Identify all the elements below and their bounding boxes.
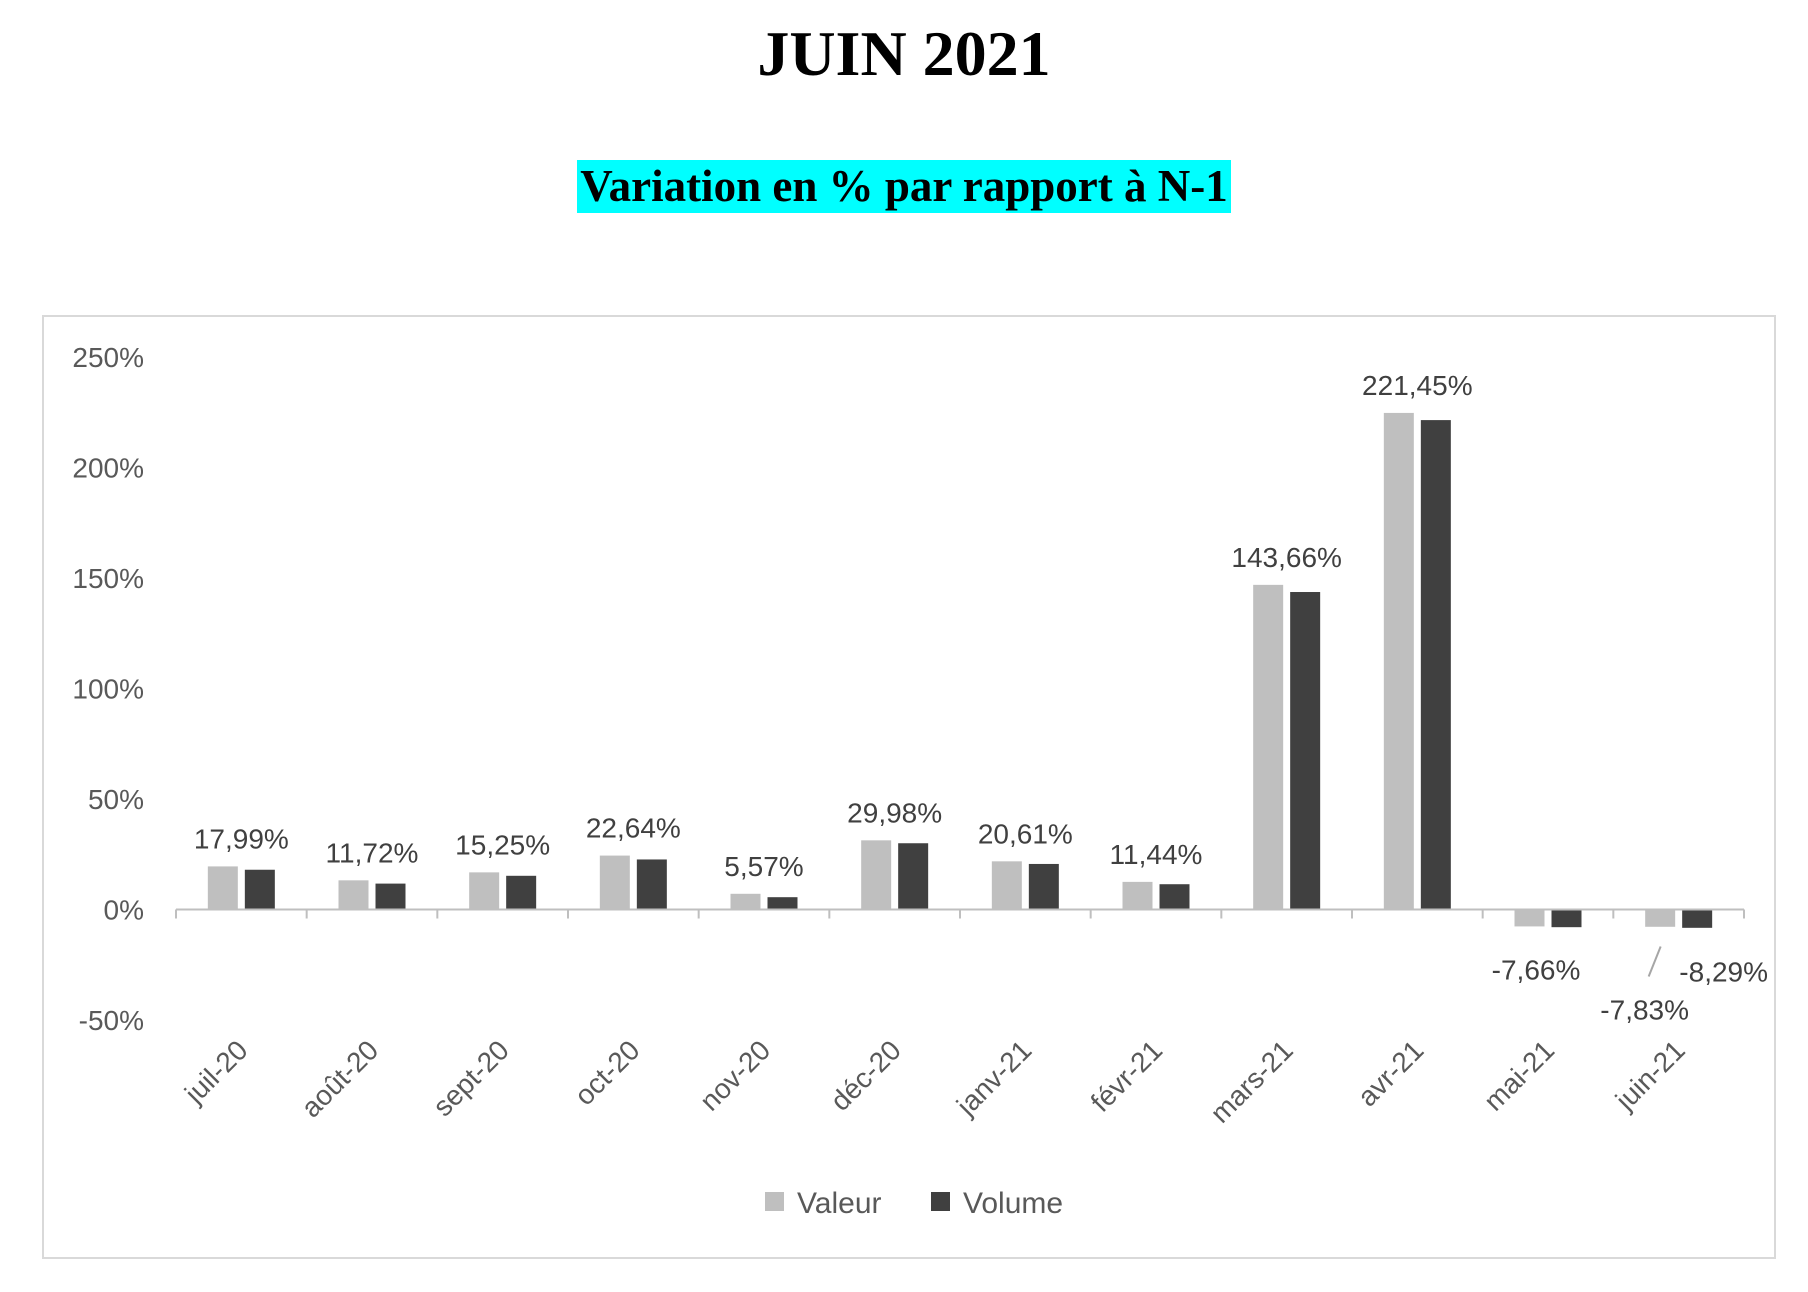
bar-valeur bbox=[469, 872, 500, 910]
bar-valeur bbox=[1253, 584, 1284, 910]
legend-swatch-volume bbox=[931, 1192, 950, 1211]
x-tick-label: janv-21 bbox=[950, 1034, 1038, 1122]
bar-volume bbox=[506, 875, 537, 910]
bar-valeur bbox=[1383, 412, 1414, 910]
data-label: -8,29% bbox=[1679, 957, 1768, 988]
x-tick-label: mars-21 bbox=[1204, 1034, 1299, 1129]
leader-line bbox=[1647, 946, 1662, 977]
data-label: 11,72% bbox=[326, 837, 419, 868]
bar-volume bbox=[1028, 863, 1059, 910]
data-label: 15,25% bbox=[455, 829, 550, 860]
bar-volume bbox=[244, 869, 275, 910]
bar-valeur bbox=[338, 880, 369, 910]
data-label: 11,44% bbox=[1110, 839, 1203, 870]
y-tick-label: 0% bbox=[104, 895, 144, 926]
bar-volume bbox=[1420, 420, 1451, 910]
x-tick-label: août-20 bbox=[295, 1034, 384, 1123]
legend-label: Volume bbox=[963, 1187, 1063, 1220]
bar-volume bbox=[1290, 592, 1321, 910]
bar-valeur bbox=[991, 861, 1022, 910]
bar-valeur bbox=[207, 866, 238, 910]
bar-valeur bbox=[1514, 909, 1545, 927]
bar-valeur bbox=[1645, 909, 1676, 927]
x-tick-label: févr-21 bbox=[1085, 1034, 1169, 1118]
bar-volume bbox=[1682, 909, 1713, 928]
x-tick-label: juil-20 bbox=[178, 1034, 253, 1109]
bar-valeur bbox=[730, 893, 761, 910]
page-title: JUIN 2021 bbox=[757, 18, 1051, 89]
data-label: 143,66% bbox=[1231, 542, 1342, 573]
x-tick-label: déc-20 bbox=[824, 1034, 906, 1116]
data-label: 29,98% bbox=[847, 797, 942, 828]
x-tick-label: avr-21 bbox=[1352, 1034, 1430, 1112]
x-tick-label: oct-20 bbox=[569, 1034, 646, 1111]
bar-valeur bbox=[599, 855, 630, 910]
data-label: 221,45% bbox=[1362, 370, 1473, 401]
x-tick-label: juin-21 bbox=[1609, 1034, 1691, 1116]
data-label: -7,83% bbox=[1600, 995, 1689, 1026]
x-tick-label: nov-20 bbox=[694, 1034, 776, 1116]
y-tick-label: 200% bbox=[72, 453, 144, 484]
chart-frame bbox=[42, 315, 1776, 1259]
x-tick-label: mai-21 bbox=[1478, 1034, 1560, 1116]
y-tick-label: 100% bbox=[72, 674, 144, 705]
bar-volume bbox=[1159, 884, 1190, 910]
data-label: -7,66% bbox=[1492, 955, 1581, 986]
chart-subtitle: Variation en % par rapport à N-1 bbox=[577, 160, 1231, 214]
data-label: 22,64% bbox=[586, 813, 681, 844]
x-tick-label: sept-20 bbox=[427, 1034, 515, 1122]
y-tick-label: -50% bbox=[79, 1005, 144, 1036]
y-tick-label: 250% bbox=[72, 342, 144, 373]
bar-volume bbox=[898, 843, 929, 910]
data-label: 20,61% bbox=[978, 818, 1073, 849]
subtitle-container: Variation en % par rapport à N-1 bbox=[0, 160, 1808, 214]
legend-swatch-valeur bbox=[765, 1192, 784, 1211]
bar-volume bbox=[636, 859, 667, 910]
legend-label: Valeur bbox=[797, 1187, 882, 1220]
bar-volume bbox=[1551, 909, 1582, 928]
data-label: 5,57% bbox=[724, 851, 803, 882]
y-tick-label: 150% bbox=[72, 563, 144, 594]
bar-valeur bbox=[1122, 881, 1153, 910]
y-tick-label: 50% bbox=[88, 784, 144, 815]
bar-volume bbox=[767, 897, 798, 910]
data-label: 17,99% bbox=[194, 823, 289, 854]
bar-volume bbox=[375, 883, 406, 910]
bar-valeur bbox=[861, 840, 892, 910]
